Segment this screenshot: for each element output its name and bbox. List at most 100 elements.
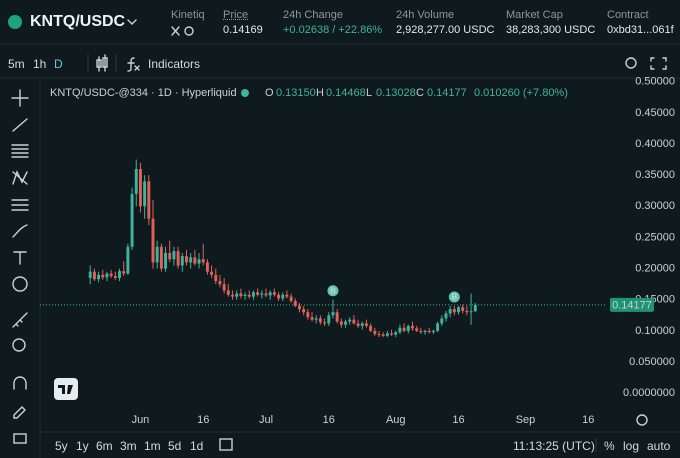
candle-body: [415, 328, 419, 331]
ohlc-key: H: [316, 87, 324, 99]
range-button[interactable]: 6m: [96, 439, 113, 453]
measure-tool[interactable]: [12, 312, 28, 328]
candle-body: [159, 246, 163, 269]
indicators-button[interactable]: Indicators: [148, 57, 201, 71]
lock-tool[interactable]: [13, 406, 26, 419]
range-button[interactable]: 5y: [55, 439, 68, 453]
interval-button[interactable]: D: [54, 57, 63, 71]
candle-body: [101, 274, 105, 278]
candle-body: [385, 333, 389, 336]
candle-body: [335, 312, 339, 322]
candle-body: [88, 271, 92, 278]
prediction-tool[interactable]: [11, 199, 29, 211]
candle-body: [189, 257, 193, 263]
candle-body: [289, 296, 293, 301]
candle-body: [243, 294, 247, 297]
screenshot-button[interactable]: [625, 57, 637, 69]
text-tool[interactable]: [13, 251, 27, 265]
candle-body: [264, 293, 268, 296]
x-link[interactable]: [171, 26, 180, 36]
zoom-tool[interactable]: [12, 338, 26, 352]
y-tick-label: 0.50000: [635, 76, 675, 88]
candle-body: [218, 281, 222, 285]
candle-body: [113, 276, 117, 278]
ohlc-key: L: [366, 87, 373, 99]
candle-body: [197, 259, 201, 264]
candle-body: [318, 318, 322, 323]
fullscreen-button[interactable]: [650, 57, 667, 70]
interval-button[interactable]: 5m: [8, 57, 25, 71]
stat-value: 0xbd31...061f: [607, 24, 674, 36]
emoji-tool[interactable]: [12, 276, 28, 292]
brush-tool[interactable]: [12, 224, 28, 238]
candle-body: [205, 262, 209, 272]
range-button[interactable]: 1m: [144, 439, 161, 453]
tradingview-logo[interactable]: [54, 378, 78, 400]
candle-body: [151, 218, 155, 263]
candle-body: [235, 293, 239, 297]
ohlc-value: 0.13028: [376, 87, 416, 99]
date-range-button[interactable]: [219, 438, 233, 451]
range-button[interactable]: 1d: [190, 439, 204, 453]
candle-body: [126, 246, 130, 274]
interval-button[interactable]: 1h: [33, 57, 47, 71]
range-button[interactable]: 3m: [120, 439, 137, 453]
candle-body: [461, 307, 465, 311]
candle-body: [356, 323, 360, 326]
x-tick-label: 16: [582, 414, 594, 426]
range-button[interactable]: 1y: [76, 439, 89, 453]
stat-value: 0.14169: [223, 24, 263, 36]
candle-body: [155, 246, 159, 263]
range-button[interactable]: 5d: [168, 439, 182, 453]
pattern-tool[interactable]: [12, 170, 28, 185]
stat-value: 38,283,300 USDC: [506, 24, 596, 36]
plot-area: BB: [88, 159, 477, 338]
trendline-tool[interactable]: [12, 118, 28, 132]
trade-marker: [327, 285, 339, 297]
candle-body: [469, 311, 473, 313]
candle-body: [277, 294, 281, 299]
candle-body: [97, 274, 101, 280]
candle-body: [164, 253, 168, 269]
price-label: 0.14177: [612, 299, 652, 311]
visibility-dot[interactable]: [241, 89, 249, 97]
ohlc-value: 0.14468: [326, 87, 366, 99]
x-tick-label: Sep: [516, 414, 536, 426]
candle-body: [352, 319, 356, 324]
chart-type-button[interactable]: [96, 54, 108, 72]
crosshair-tool[interactable]: [11, 89, 29, 107]
candle-body: [214, 274, 218, 282]
ohlc-key: O: [265, 87, 274, 99]
settings-button[interactable]: [636, 414, 648, 426]
candle-body: [272, 292, 276, 295]
stat-label: 24h Change: [283, 9, 343, 21]
candle-body: [134, 168, 138, 194]
candle-body: [302, 309, 306, 313]
x-tick-label: Aug: [386, 414, 406, 426]
scale-option[interactable]: auto: [647, 439, 671, 453]
y-tick-label: 0.25000: [635, 231, 675, 243]
symbol-chevron[interactable]: [127, 19, 137, 25]
symbol[interactable]: KNTQ/USDC: [30, 13, 126, 30]
candle-body: [440, 318, 444, 324]
trade-marker-label: B: [330, 286, 336, 295]
token-icon: [8, 15, 22, 29]
candle-body: [109, 273, 113, 277]
stat-label: Price: [223, 9, 249, 21]
scale-option[interactable]: log: [623, 439, 640, 453]
scale-option[interactable]: %: [604, 439, 615, 453]
candle-body: [444, 313, 448, 319]
candle-body: [373, 330, 377, 335]
candle-body: [210, 271, 214, 275]
web-link[interactable]: [184, 26, 194, 36]
y-tick-label: 0.0000000: [623, 387, 675, 399]
candle-body: [193, 257, 197, 264]
candle-body: [323, 322, 327, 324]
indicators-icon[interactable]: [127, 57, 140, 72]
candle-body: [285, 294, 289, 297]
fib-tool[interactable]: [11, 144, 29, 158]
magnet-tool[interactable]: [13, 376, 27, 390]
candle-body: [327, 315, 331, 324]
lock-all-tool[interactable]: [13, 433, 27, 444]
